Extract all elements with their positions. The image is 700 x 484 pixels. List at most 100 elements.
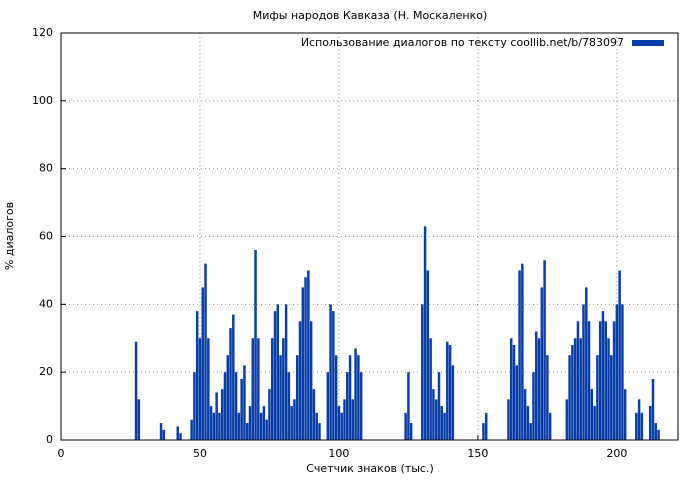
- bar: [535, 331, 538, 440]
- bar: [587, 321, 591, 440]
- bar: [198, 338, 202, 440]
- bar: [585, 287, 588, 440]
- bar: [220, 389, 224, 440]
- bar: [215, 392, 218, 440]
- x-tick-label: 50: [193, 447, 207, 460]
- bar: [293, 399, 296, 440]
- bar: [604, 321, 607, 440]
- legend-swatch: [632, 40, 664, 46]
- bar: [243, 365, 246, 440]
- bar: [337, 406, 341, 440]
- bar: [482, 423, 485, 440]
- legend-label: Использование диалогов по тексту coollib…: [301, 36, 624, 49]
- x-tick-label: 150: [467, 447, 488, 460]
- bar: [159, 423, 163, 440]
- bar: [515, 365, 519, 440]
- bar: [432, 389, 435, 440]
- bar: [404, 412, 407, 440]
- bar: [615, 304, 619, 440]
- bar: [507, 399, 510, 440]
- x-tick-label: 200: [606, 447, 627, 460]
- bar: [582, 304, 585, 440]
- bar: [229, 328, 232, 440]
- bar: [304, 277, 307, 440]
- bar: [134, 341, 138, 440]
- bar: [610, 355, 613, 440]
- bar: [579, 338, 582, 440]
- chart-title: Мифы народов Кавказа (Н. Москаленко): [253, 9, 488, 22]
- bar: [265, 419, 268, 440]
- y-tick-label: 80: [39, 162, 53, 175]
- bar: [635, 412, 638, 440]
- bar: [529, 423, 532, 440]
- x-tick-label: 0: [58, 447, 65, 460]
- bar: [543, 260, 546, 440]
- y-tick-label: 0: [46, 433, 53, 446]
- bar: [590, 389, 594, 440]
- bar: [226, 355, 230, 440]
- bar: [540, 287, 544, 440]
- bar: [623, 389, 627, 440]
- bar: [232, 314, 235, 440]
- bar: [651, 378, 655, 440]
- bar: [407, 372, 410, 440]
- bar: [409, 423, 413, 440]
- bar: [509, 338, 513, 440]
- bar: [518, 270, 521, 440]
- bar: [532, 372, 535, 440]
- bar: [621, 304, 624, 440]
- bar: [598, 321, 602, 440]
- y-tick-label: 40: [39, 297, 53, 310]
- bar: [440, 406, 444, 440]
- bar: [429, 338, 432, 440]
- bar: [279, 355, 282, 440]
- bar: [195, 311, 199, 440]
- bar: [179, 433, 182, 440]
- bar: [193, 372, 196, 440]
- x-tick-label: 100: [328, 447, 349, 460]
- bar: [176, 426, 179, 440]
- bar: [282, 338, 285, 440]
- bar: [212, 412, 216, 440]
- bar: [312, 389, 316, 440]
- y-tick-label: 60: [39, 230, 53, 243]
- bar: [162, 429, 166, 440]
- bar: [301, 287, 305, 440]
- bar: [571, 345, 574, 440]
- bar: [637, 399, 641, 440]
- bar: [537, 338, 541, 440]
- bar: [421, 304, 424, 440]
- bar: [234, 372, 238, 440]
- bar: [601, 311, 605, 440]
- bar: [443, 412, 446, 440]
- bar: [512, 345, 516, 440]
- bar: [201, 287, 204, 440]
- bar: [343, 399, 346, 440]
- bar: [287, 372, 291, 440]
- bar: [204, 263, 207, 440]
- bar: [546, 355, 549, 440]
- bar: [273, 311, 277, 440]
- bar: [523, 389, 527, 440]
- bar: [257, 338, 260, 440]
- bar: [354, 348, 357, 440]
- bar: [259, 412, 263, 440]
- bar: [332, 311, 335, 440]
- y-tick-label: 20: [39, 365, 53, 378]
- bar: [348, 355, 352, 440]
- bar: [351, 399, 355, 440]
- bar: [295, 355, 299, 440]
- bar: [448, 345, 452, 440]
- bar: [657, 429, 660, 440]
- bar: [437, 372, 441, 440]
- bar: [451, 365, 455, 440]
- bar: [315, 412, 318, 440]
- bar: [573, 338, 577, 440]
- bar: [423, 226, 427, 440]
- bar: [309, 321, 313, 440]
- bar: [248, 406, 252, 440]
- bar: [276, 304, 280, 440]
- bar: [446, 341, 449, 440]
- bar: [618, 270, 621, 440]
- bar: [190, 419, 193, 440]
